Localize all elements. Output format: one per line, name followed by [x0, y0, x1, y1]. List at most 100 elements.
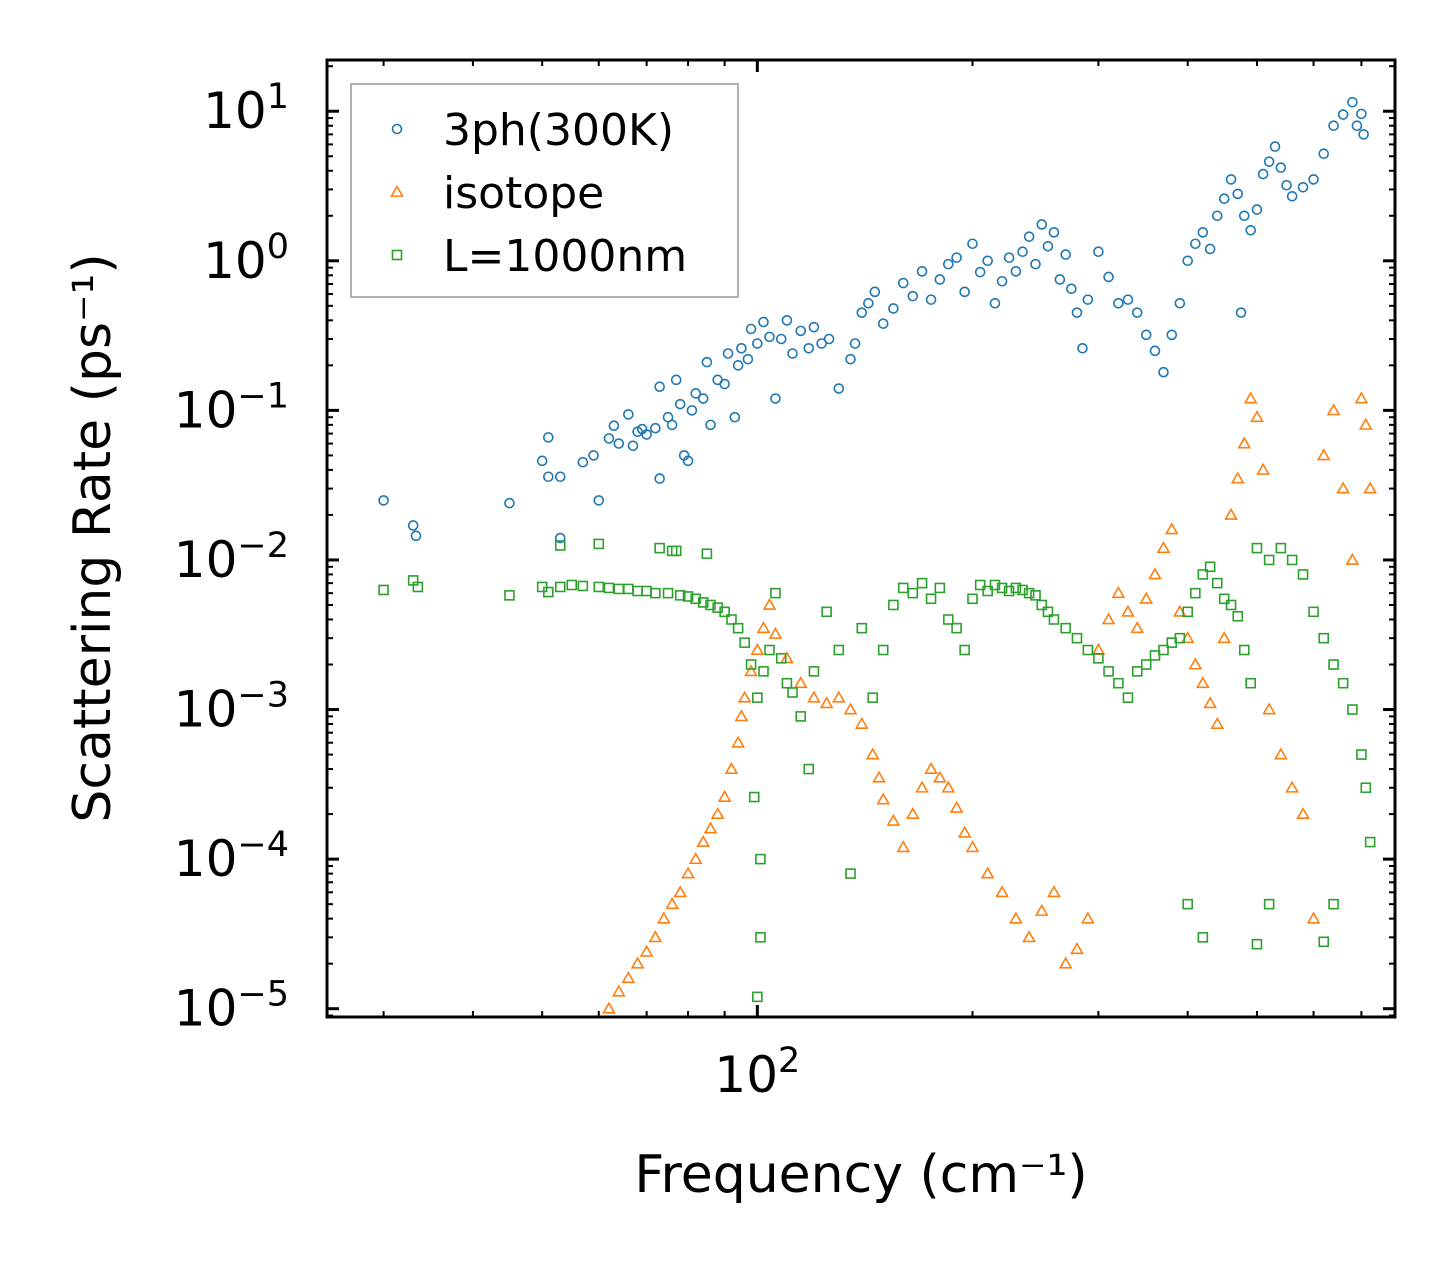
data-point	[1188, 657, 1203, 670]
data-point	[1203, 696, 1218, 709]
data-point	[843, 702, 858, 715]
data-point	[915, 780, 929, 793]
data-point	[1003, 585, 1015, 597]
data-point	[876, 792, 891, 805]
data-point	[608, 420, 620, 431]
data-point	[722, 348, 734, 359]
data-point	[1286, 554, 1298, 566]
data-point	[957, 825, 972, 838]
data-point	[907, 587, 919, 599]
data-point	[710, 806, 725, 820]
data-point	[412, 581, 424, 593]
data-point	[717, 789, 732, 802]
data-point	[1204, 243, 1216, 255]
data-point	[897, 277, 909, 289]
data-point	[748, 791, 760, 803]
data-point	[1251, 938, 1263, 950]
data-point	[729, 411, 741, 423]
data-point	[577, 580, 589, 592]
data-point	[621, 971, 636, 984]
data-point	[752, 991, 763, 1003]
data-point	[654, 542, 665, 554]
data-point	[543, 471, 554, 483]
data-point	[670, 374, 682, 386]
data-point	[593, 581, 605, 593]
data-point	[1232, 611, 1244, 622]
data-point	[1197, 569, 1209, 580]
data-point	[662, 587, 674, 599]
data-point	[959, 644, 970, 656]
data-point	[941, 780, 956, 793]
data-point	[1149, 345, 1161, 357]
data-point	[854, 716, 869, 729]
data-point	[768, 626, 783, 639]
data-point	[1182, 606, 1193, 618]
data-point	[630, 956, 645, 969]
data-point	[1286, 190, 1298, 202]
data-point	[943, 614, 954, 625]
plot-frame	[325, 58, 1397, 1019]
x-axis-title: Frequency (cm⁻¹)	[634, 1145, 1087, 1205]
data-point	[1235, 307, 1247, 318]
data-point	[543, 432, 554, 443]
data-point	[1251, 204, 1263, 215]
data-point	[1182, 255, 1193, 267]
data-point	[719, 378, 730, 390]
data-point	[673, 885, 688, 898]
data-point	[688, 852, 703, 865]
data-point	[1077, 343, 1088, 354]
data-point	[1017, 584, 1028, 596]
data-point	[1048, 227, 1060, 238]
data-point	[603, 433, 615, 444]
data-point	[1048, 614, 1060, 625]
data-point	[602, 1001, 616, 1014]
data-point	[758, 666, 769, 677]
data-point	[980, 866, 995, 879]
tick-label: 10−4	[174, 825, 289, 888]
data-point	[1297, 569, 1309, 580]
data-point	[764, 331, 775, 343]
data-point	[696, 834, 711, 847]
tick-label: 10−2	[174, 526, 289, 589]
data-point	[795, 711, 807, 722]
data-point	[1174, 632, 1186, 644]
data-point	[593, 495, 605, 506]
axis-ticks: 10−5 10−4 10−3 10−2 10−1 100 101 102	[174, 60, 1395, 1104]
series-3	[378, 538, 1376, 1003]
data-point	[577, 456, 589, 468]
data-point	[1354, 391, 1369, 404]
data-point	[877, 644, 889, 656]
data-point	[907, 290, 919, 302]
data-point	[1269, 141, 1281, 152]
data-point	[989, 297, 1001, 309]
data-point	[1140, 329, 1152, 341]
data-point	[916, 577, 928, 589]
data-point	[742, 353, 754, 365]
data-point	[1275, 162, 1287, 173]
data-point	[611, 984, 626, 997]
data-point	[869, 286, 881, 298]
data-point	[787, 348, 798, 359]
data-point	[1263, 898, 1275, 910]
legend-entry: isotope	[390, 168, 604, 219]
data-point	[697, 393, 709, 404]
tick-label: 101	[203, 77, 289, 140]
data-point	[803, 343, 815, 354]
data-point	[1047, 885, 1061, 898]
data-point	[996, 275, 1008, 287]
data-point	[775, 653, 787, 664]
data-point	[916, 266, 928, 277]
data-point	[1318, 148, 1330, 159]
data-point	[821, 606, 832, 618]
data-point	[823, 333, 835, 345]
data-point	[1364, 836, 1376, 848]
data-point	[1197, 227, 1209, 238]
data-point	[745, 659, 757, 670]
data-point	[932, 770, 947, 783]
data-point	[726, 614, 737, 625]
data-point	[1071, 632, 1083, 644]
data-point	[1060, 249, 1071, 260]
data-point	[1010, 266, 1022, 277]
data-point	[1211, 210, 1223, 222]
data-point	[924, 761, 938, 774]
